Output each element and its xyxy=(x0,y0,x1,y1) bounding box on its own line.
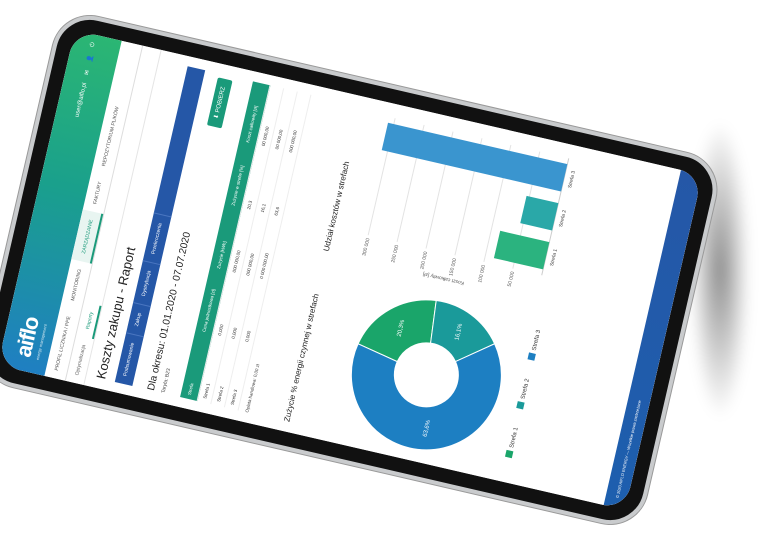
y-tick-label: 50 000 xyxy=(507,271,516,287)
y-tick-label: 150 000 xyxy=(448,257,458,276)
tab-przekroczenia[interactable]: Przekroczenia xyxy=(142,212,172,264)
legend-swatch xyxy=(504,449,514,459)
tab-podsumowanie[interactable]: Podsumowanie xyxy=(114,332,144,387)
legend-label: Strefa 2 xyxy=(520,378,531,400)
mail-icon[interactable]: ✉ xyxy=(84,69,92,76)
legend-swatch xyxy=(527,352,536,361)
user-email[interactable]: user@aiflo.pl xyxy=(73,82,88,118)
legend-label: Strefa 1 xyxy=(509,426,520,448)
x-tick-label: Strefa 1 xyxy=(549,248,559,267)
donut-slice xyxy=(357,299,437,363)
user-icon[interactable]: 👤 xyxy=(87,54,95,64)
y-tick-label: 300 000 xyxy=(361,237,371,256)
x-tick-label: Strefa 2 xyxy=(558,209,568,228)
bar xyxy=(520,195,559,231)
y-tick-label: 200 000 xyxy=(419,251,429,270)
y-axis-label: Koszt całkowity [zł] xyxy=(422,270,465,285)
tablet-screen: aiflo energy management user@aiflo.pl ✉ … xyxy=(0,29,703,511)
app-ui: aiflo energy management user@aiflo.pl ✉ … xyxy=(0,29,703,511)
slice-label: 63,6% xyxy=(423,419,433,438)
legend-swatch xyxy=(516,401,525,410)
tab-zakup[interactable]: Zakup xyxy=(126,301,151,337)
slice-label: 16,1% xyxy=(454,322,464,341)
y-tick-label: 100 000 xyxy=(477,264,487,283)
donut-chart: 20,3% Strefa 1 16,1% Strefa 2 63,6% Strefa 3 xyxy=(350,299,543,459)
tablet-frame: aiflo energy management user@aiflo.pl ✉ … xyxy=(0,8,725,532)
bar xyxy=(381,122,568,192)
slice-label: 20,3% xyxy=(397,319,407,338)
y-tick-label: 250 000 xyxy=(390,244,400,263)
legend-label: Strefa 3 xyxy=(532,329,543,351)
tariff-label: Taryfa: B23 xyxy=(160,367,173,394)
donut-slice xyxy=(350,343,502,451)
download-button[interactable]: ⬇ POBIERZ xyxy=(206,77,233,129)
bar-chart: 50 000 100 000 150 000 200 000 250 000 300 00… xyxy=(361,118,577,287)
bar xyxy=(493,230,550,270)
download-label: POBIERZ xyxy=(215,86,227,114)
tab-dystrybucja[interactable]: Dystrybucja xyxy=(133,259,161,307)
power-icon[interactable]: ⏻ xyxy=(89,41,97,48)
x-tick-label: Strefa 3 xyxy=(567,170,577,189)
